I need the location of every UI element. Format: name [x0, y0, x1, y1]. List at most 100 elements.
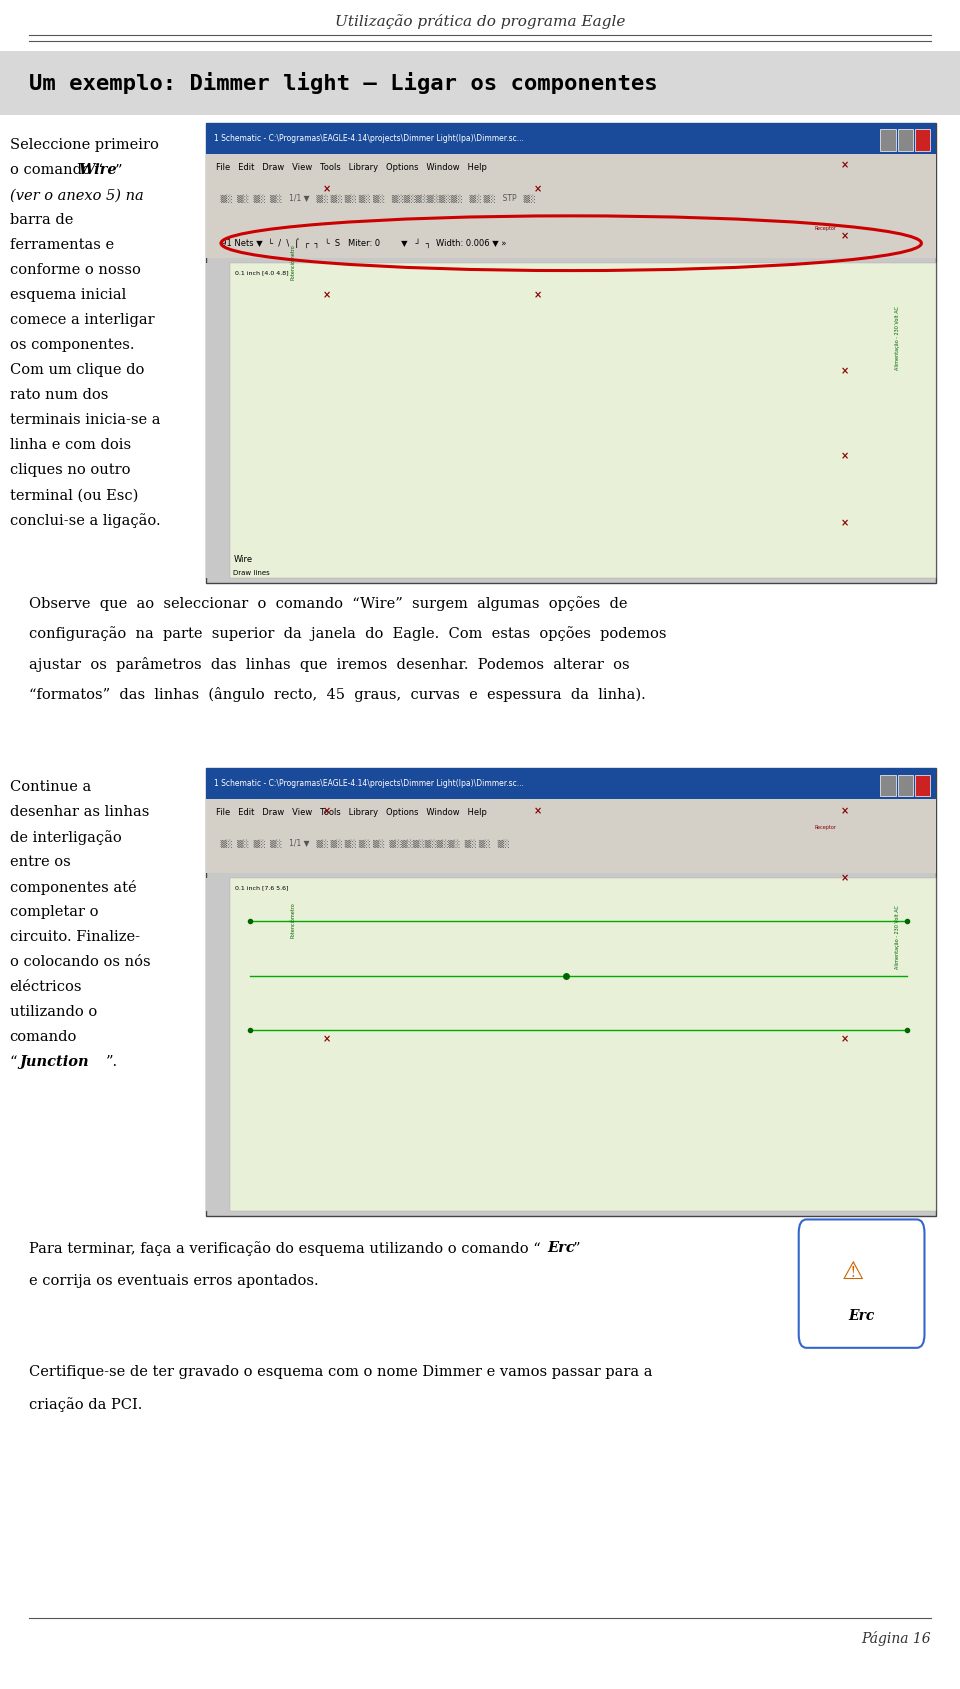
Text: Utilização prática do programa Eagle: Utilização prática do programa Eagle: [335, 15, 625, 29]
FancyBboxPatch shape: [206, 768, 936, 1216]
Text: ”: ”: [573, 1241, 581, 1255]
FancyBboxPatch shape: [206, 263, 230, 578]
Text: ferramentas e: ferramentas e: [10, 238, 113, 252]
Text: 1 Schematic - C:\Programas\EAGLE-4.14\projects\Dimmer Light(lpa)\Dimmer.sc...: 1 Schematic - C:\Programas\EAGLE-4.14\pr…: [214, 779, 524, 789]
Text: ×: ×: [323, 291, 330, 301]
FancyBboxPatch shape: [206, 768, 936, 799]
FancyBboxPatch shape: [898, 130, 913, 152]
Text: File   Edit   Draw   View   Tools   Library   Options   Window   Help: File Edit Draw View Tools Library Option…: [216, 807, 487, 817]
Text: Alimentação - 230 Volt AC: Alimentação - 230 Volt AC: [895, 306, 900, 370]
Text: entre os: entre os: [10, 855, 70, 870]
FancyBboxPatch shape: [230, 878, 936, 1211]
Text: Continue a: Continue a: [10, 780, 91, 794]
Text: circuito. Finalize-: circuito. Finalize-: [10, 931, 139, 944]
Text: barra de: barra de: [10, 213, 73, 228]
FancyBboxPatch shape: [206, 181, 936, 228]
Text: conclui-se a ligação.: conclui-se a ligação.: [10, 513, 160, 529]
Text: Erc: Erc: [547, 1241, 575, 1255]
FancyBboxPatch shape: [880, 130, 896, 152]
Text: Alimentação - 230 Volt AC: Alimentação - 230 Volt AC: [895, 905, 900, 969]
Text: cliques no outro: cliques no outro: [10, 463, 131, 478]
Text: comando: comando: [10, 1030, 77, 1044]
Text: e corrija os eventuais erros apontados.: e corrija os eventuais erros apontados.: [29, 1274, 319, 1287]
FancyBboxPatch shape: [230, 263, 936, 578]
Text: Página 16: Página 16: [861, 1632, 931, 1645]
Text: rato num dos: rato num dos: [10, 388, 108, 402]
Text: criação da PCI.: criação da PCI.: [29, 1397, 142, 1412]
FancyBboxPatch shape: [0, 51, 960, 115]
Text: 91 Nets ▼  └  /  \  ⌠  ┌  ┐  ╰  S   Miter: 0        ▼   ┘  ┐  Width: 0.006 ▼ »: 91 Nets ▼ └ / \ ⌠ ┌ ┐ ╰ S Miter: 0 ▼ ┘ ┐…: [216, 238, 507, 248]
Text: ⚠: ⚠: [842, 1260, 864, 1284]
Text: ”: ”: [115, 164, 123, 177]
Text: ajustar  os  parâmetros  das  linhas  que  iremos  desenhar.  Podemos  alterar  : ajustar os parâmetros das linhas que ire…: [29, 657, 630, 672]
Text: Potenciómetro: Potenciómetro: [290, 902, 296, 939]
FancyBboxPatch shape: [206, 123, 936, 583]
FancyBboxPatch shape: [915, 775, 930, 797]
FancyBboxPatch shape: [206, 799, 936, 826]
Text: Draw lines: Draw lines: [233, 569, 270, 576]
Text: ▒░  ▒░  ▒░  ▒░   1/1 ▼   ▒░ ▒░ ▒░ ▒░ ▒░  ▒░▒░▒░▒░▒░▒░  ▒░ ▒░   ▒░: ▒░ ▒░ ▒░ ▒░ 1/1 ▼ ▒░ ▒░ ▒░ ▒░ ▒░ ▒░▒░▒░▒…: [216, 839, 510, 848]
Text: Um exemplo: Dimmer light – Ligar os componentes: Um exemplo: Dimmer light – Ligar os comp…: [29, 71, 658, 95]
Text: ×: ×: [841, 451, 849, 461]
Text: Para terminar, faça a verificação do esquema utilizando o comando “: Para terminar, faça a verificação do esq…: [29, 1241, 540, 1257]
Text: conforme o nosso: conforme o nosso: [10, 263, 140, 277]
Text: Observe  que  ao  seleccionar  o  comando  “Wire”  surgem  algumas  opções  de: Observe que ao seleccionar o comando “Wi…: [29, 596, 627, 611]
FancyBboxPatch shape: [206, 878, 230, 1211]
Text: ×: ×: [323, 806, 330, 816]
Text: ▒░  ▒░  ▒░  ▒░   1/1 ▼   ▒░ ▒░ ▒░ ▒░ ▒░   ▒░▒░▒░▒░▒░▒░   ▒░ ▒░   STP   ▒░: ▒░ ▒░ ▒░ ▒░ 1/1 ▼ ▒░ ▒░ ▒░ ▒░ ▒░ ▒░▒░▒░▒…: [216, 194, 536, 203]
Text: os componentes.: os componentes.: [10, 338, 134, 353]
Text: Com um clique do: Com um clique do: [10, 363, 144, 377]
Text: ×: ×: [323, 184, 330, 194]
Text: linha e com dois: linha e com dois: [10, 439, 131, 453]
Text: Receptor: Receptor: [815, 226, 836, 230]
Text: ×: ×: [841, 1034, 849, 1044]
FancyBboxPatch shape: [880, 775, 896, 797]
Text: Erc: Erc: [849, 1309, 875, 1322]
Text: eléctricos: eléctricos: [10, 980, 83, 995]
Text: configuração  na  parte  superior  da  janela  do  Eagle.  Com  estas  opções  p: configuração na parte superior da janela…: [29, 627, 666, 642]
Text: ×: ×: [323, 1034, 330, 1044]
Text: Wire: Wire: [233, 554, 252, 564]
Text: ×: ×: [841, 160, 849, 171]
Text: ×: ×: [534, 184, 541, 194]
FancyBboxPatch shape: [206, 123, 936, 154]
FancyBboxPatch shape: [206, 228, 936, 258]
Text: (ver o anexo 5) na: (ver o anexo 5) na: [10, 189, 143, 203]
Text: completar o: completar o: [10, 905, 98, 919]
Text: ×: ×: [841, 806, 849, 816]
Text: de interligação: de interligação: [10, 831, 121, 844]
Text: comece a interligar: comece a interligar: [10, 314, 155, 328]
Text: 0.1 inch [7.6 5.6]: 0.1 inch [7.6 5.6]: [235, 885, 289, 890]
Text: utilizando o: utilizando o: [10, 1005, 97, 1018]
Text: Receptor: Receptor: [815, 826, 836, 829]
Text: ×: ×: [841, 367, 849, 377]
Text: 0.1 inch [4.0 4.8]: 0.1 inch [4.0 4.8]: [235, 270, 289, 275]
Text: Potenciómetro: Potenciómetro: [290, 243, 296, 280]
FancyBboxPatch shape: [206, 154, 936, 181]
FancyBboxPatch shape: [799, 1219, 924, 1348]
Text: o comando “: o comando “: [10, 164, 108, 177]
Text: ”.: ”.: [106, 1056, 118, 1069]
Text: 1 Schematic - C:\Programas\EAGLE-4.14\projects\Dimmer Light(lpa)\Dimmer.sc...: 1 Schematic - C:\Programas\EAGLE-4.14\pr…: [214, 133, 524, 144]
Text: ×: ×: [534, 291, 541, 301]
Text: Wire: Wire: [79, 164, 117, 177]
Text: Seleccione primeiro: Seleccione primeiro: [10, 138, 158, 152]
Text: ×: ×: [534, 806, 541, 816]
Text: esquema inicial: esquema inicial: [10, 289, 126, 302]
Text: o colocando os nós: o colocando os nós: [10, 956, 150, 969]
FancyBboxPatch shape: [915, 130, 930, 152]
Text: terminais inicia-se a: terminais inicia-se a: [10, 414, 160, 427]
Text: ×: ×: [841, 519, 849, 529]
Text: “formatos”  das  linhas  (ângulo  recto,  45  graus,  curvas  e  espessura  da  : “formatos” das linhas (ângulo recto, 45 …: [29, 687, 645, 703]
Text: ×: ×: [841, 231, 849, 242]
Text: Junction: Junction: [19, 1056, 89, 1069]
Text: ×: ×: [841, 873, 849, 883]
Text: desenhar as linhas: desenhar as linhas: [10, 806, 149, 819]
Text: terminal (ou Esc): terminal (ou Esc): [10, 488, 138, 502]
Text: Certifique-se de ter gravado o esquema com o nome Dimmer e vamos passar para a: Certifique-se de ter gravado o esquema c…: [29, 1365, 652, 1378]
Text: File   Edit   Draw   View   Tools   Library   Options   Window   Help: File Edit Draw View Tools Library Option…: [216, 162, 487, 172]
Text: componentes até: componentes até: [10, 880, 136, 895]
FancyBboxPatch shape: [206, 826, 936, 873]
Text: “: “: [10, 1056, 17, 1069]
FancyBboxPatch shape: [898, 775, 913, 797]
